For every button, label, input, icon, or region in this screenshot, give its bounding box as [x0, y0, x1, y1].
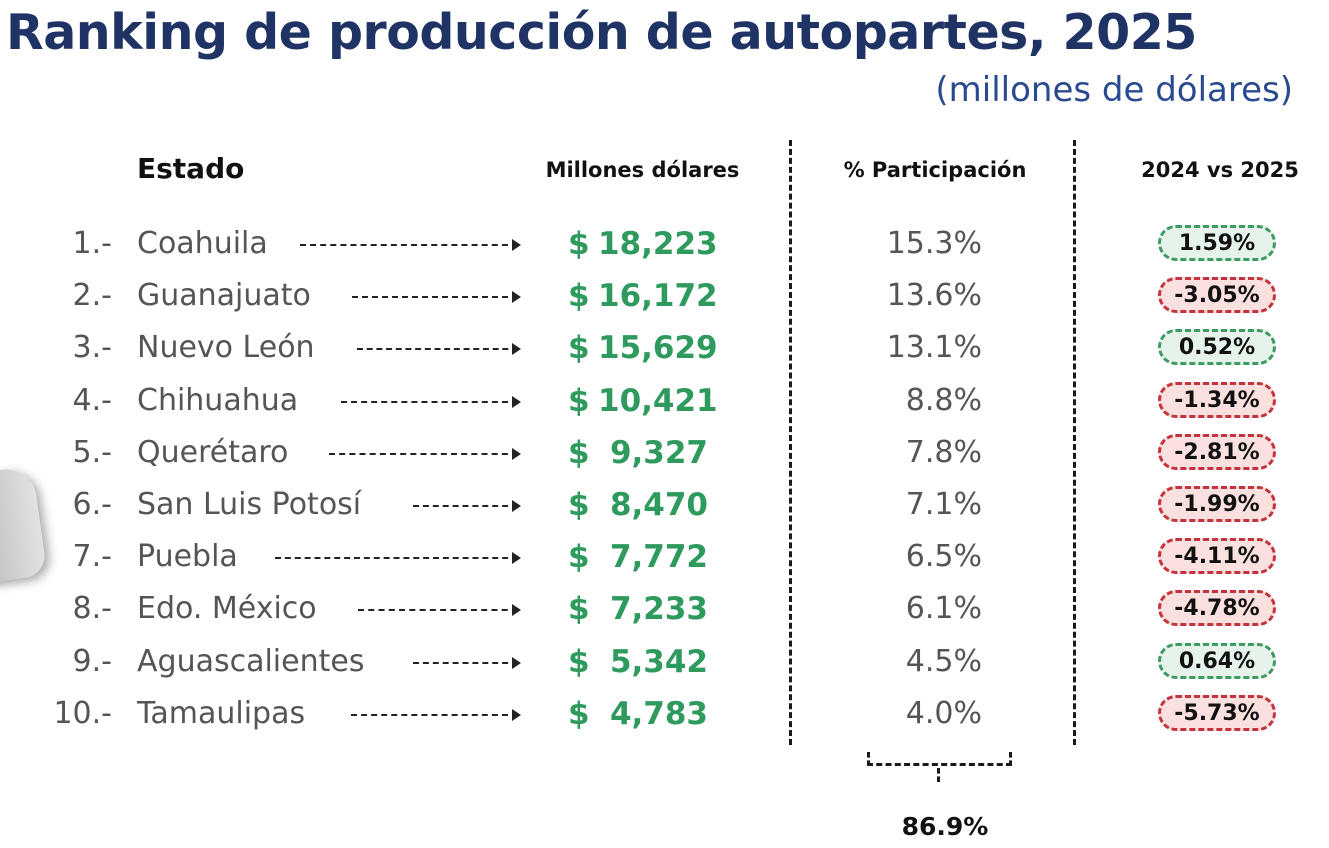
currency-symbol: $ [568, 591, 590, 628]
page-subtitle: (millones de dólares) [935, 70, 1293, 110]
change-badge: -2.81% [1158, 433, 1276, 470]
state-name: Coahuila [137, 226, 268, 261]
production-value: 4,783 [609, 695, 708, 732]
production-value: 10,421 [598, 382, 718, 419]
production-value: 18,223 [598, 226, 718, 262]
change-badge: -5.73% [1158, 694, 1276, 731]
share-percent: 8.8% [905, 382, 982, 418]
dashed-arrow-icon [357, 343, 521, 356]
rank-number: 5.- [72, 434, 112, 470]
state-name: Chihuahua [137, 382, 299, 418]
currency-symbol: $ [568, 382, 590, 419]
currency-symbol: $ [568, 695, 590, 732]
state-name: Nuevo León [137, 330, 315, 366]
production-value: 15,629 [598, 330, 718, 367]
production-value: 16,172 [598, 278, 718, 315]
share-percent: 13.6% [886, 278, 982, 314]
dashed-arrow-icon [413, 500, 521, 512]
state-name: Querétaro [137, 434, 289, 470]
dashed-arrow-icon [358, 604, 521, 617]
dashed-arrow-icon [275, 552, 521, 565]
currency-symbol: $ [568, 539, 590, 576]
share-percent: 7.1% [905, 487, 982, 522]
production-value: 7,772 [609, 539, 708, 576]
dashed-arrow-icon [413, 656, 521, 669]
share-percent: 4.0% [905, 695, 982, 731]
column-divider-2 [1073, 140, 1076, 745]
currency-symbol: $ [568, 643, 590, 680]
rank-number: 2.- [72, 278, 112, 314]
table-row: 5.- Querétaro $9,327 7.8% -2.81% [0, 427, 1329, 479]
change-badge: 0.52% [1158, 329, 1276, 366]
change-badge: -1.34% [1158, 381, 1276, 418]
table-row: 4.- Chihuahua $10,421 8.8% -1.34% [0, 375, 1329, 427]
column-header-millones: Millones dólares [545, 158, 740, 182]
state-name: San Luis Potosí [137, 487, 362, 522]
change-badge: -4.78% [1158, 590, 1276, 627]
rank-number: 7.- [72, 539, 112, 575]
rank-number: 3.- [72, 330, 112, 366]
table-row: 1.- Coahuila $18,223 15.3% 1.59% [0, 218, 1329, 270]
change-badge: 1.59% [1158, 225, 1276, 261]
state-name: Guanajuato [137, 278, 311, 314]
total-bracket [867, 752, 1012, 766]
rank-number: 1.- [72, 226, 112, 261]
state-name: Puebla [137, 539, 238, 575]
currency-symbol: $ [568, 330, 590, 367]
table-row: 7.- Puebla $7,772 6.5% -4.11% [0, 531, 1329, 583]
state-name: Edo. México [137, 591, 317, 627]
dashed-arrow-icon [300, 239, 521, 251]
state-name: Tamaulipas [137, 695, 306, 731]
currency-symbol: $ [568, 434, 590, 471]
state-name: Aguascalientes [137, 643, 365, 679]
currency-symbol: $ [568, 278, 590, 315]
table-row: 3.- Nuevo León $15,629 13.1% 0.52% [0, 322, 1329, 374]
production-value: 7,233 [609, 591, 708, 628]
share-percent: 7.8% [905, 434, 982, 470]
total-bracket-tick [937, 768, 940, 782]
change-badge: -1.99% [1158, 486, 1276, 522]
total-share: 86.9% [901, 812, 989, 841]
table-row: 9.- Aguascalientes $5,342 4.5% 0.64% [0, 636, 1329, 688]
column-divider-1 [789, 140, 792, 745]
rank-number: 9.- [72, 643, 112, 679]
currency-symbol: $ [568, 487, 590, 523]
dashed-arrow-icon [351, 708, 521, 721]
rank-number: 4.- [72, 382, 112, 418]
rank-number: 8.- [72, 591, 112, 627]
column-header-estado: Estado [137, 152, 245, 185]
table-row: 2.- Guanajuato $16,172 13.6% -3.05% [0, 270, 1329, 322]
production-value: 5,342 [609, 643, 708, 680]
share-percent: 4.5% [905, 643, 982, 679]
share-percent: 6.1% [905, 591, 982, 627]
column-header-variacion: 2024 vs 2025 [1141, 158, 1299, 182]
rank-number: 6.- [72, 487, 112, 522]
dashed-arrow-icon [329, 447, 521, 460]
table-row: 6.- San Luis Potosí $8,470 7.1% -1.99% [0, 479, 1329, 531]
column-header-participacion: % Participación [843, 158, 1027, 182]
production-value: 8,470 [609, 487, 708, 523]
page-title: Ranking de producción de autopartes, 202… [6, 4, 1197, 61]
change-badge: 0.64% [1158, 642, 1276, 679]
table-row: 10.- Tamaulipas $4,783 4.0% -5.73% [0, 688, 1329, 740]
currency-symbol: $ [568, 226, 590, 262]
share-percent: 13.1% [886, 330, 982, 366]
change-badge: -3.05% [1158, 277, 1276, 314]
production-value: 9,327 [609, 434, 708, 471]
share-percent: 6.5% [905, 539, 982, 575]
change-badge: -4.11% [1158, 538, 1276, 575]
rank-number: 10.- [53, 695, 112, 731]
dashed-arrow-icon [341, 395, 521, 408]
share-percent: 15.3% [886, 226, 982, 261]
table-row: 8.- Edo. México $7,233 6.1% -4.78% [0, 583, 1329, 635]
dashed-arrow-icon [352, 291, 521, 304]
